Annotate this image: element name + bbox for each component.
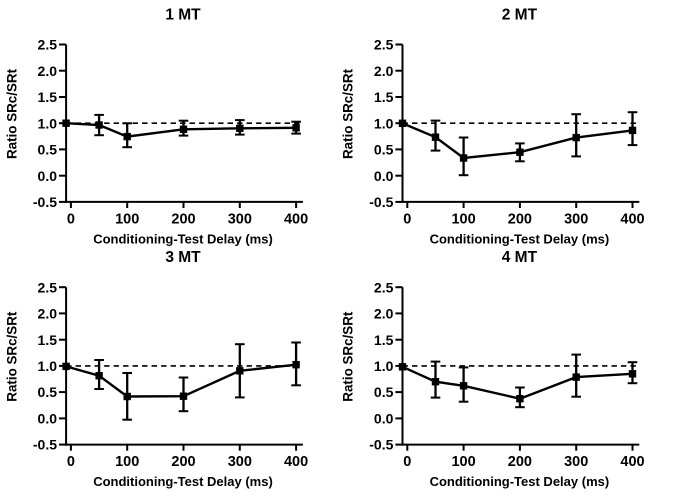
- svg-text:Conditioning-Test Delay (ms): Conditioning-Test Delay (ms): [430, 474, 610, 489]
- svg-text:1.0: 1.0: [374, 358, 394, 374]
- svg-text:2.0: 2.0: [38, 306, 58, 322]
- svg-text:100: 100: [115, 454, 139, 470]
- svg-text:1.5: 1.5: [374, 89, 394, 105]
- svg-text:1.0: 1.0: [374, 115, 394, 131]
- svg-text:-0.5: -0.5: [369, 194, 393, 210]
- svg-text:1.5: 1.5: [38, 89, 58, 105]
- svg-text:2.5: 2.5: [374, 37, 394, 53]
- svg-text:0.0: 0.0: [38, 411, 58, 427]
- svg-text:1.0: 1.0: [38, 358, 58, 374]
- svg-text:2.5: 2.5: [374, 279, 394, 295]
- svg-text:0.5: 0.5: [374, 384, 394, 400]
- svg-text:2 MT: 2 MT: [502, 6, 538, 23]
- svg-text:300: 300: [564, 454, 588, 470]
- svg-text:Conditioning-Test Delay (ms): Conditioning-Test Delay (ms): [430, 231, 610, 246]
- svg-text:1.0: 1.0: [38, 115, 58, 131]
- svg-text:Ratio SRc/SRt: Ratio SRc/SRt: [4, 68, 19, 159]
- svg-text:300: 300: [228, 211, 252, 227]
- svg-text:4 MT: 4 MT: [502, 249, 538, 266]
- svg-text:0.5: 0.5: [38, 384, 58, 400]
- svg-text:1.5: 1.5: [38, 332, 58, 348]
- svg-text:400: 400: [620, 454, 644, 470]
- svg-text:3 MT: 3 MT: [165, 249, 201, 266]
- svg-text:200: 200: [171, 454, 195, 470]
- svg-text:0.0: 0.0: [38, 168, 58, 184]
- svg-text:Ratio SRc/SRt: Ratio SRc/SRt: [4, 311, 19, 402]
- svg-text:Ratio SRc/SRt: Ratio SRc/SRt: [341, 68, 356, 159]
- svg-text:0: 0: [403, 454, 411, 470]
- svg-text:2.5: 2.5: [38, 37, 58, 53]
- svg-text:400: 400: [284, 211, 308, 227]
- svg-text:0.0: 0.0: [374, 168, 394, 184]
- svg-text:0.5: 0.5: [374, 142, 394, 158]
- svg-text:-0.5: -0.5: [33, 437, 57, 453]
- svg-text:300: 300: [564, 211, 588, 227]
- svg-text:400: 400: [284, 454, 308, 470]
- svg-text:1 MT: 1 MT: [165, 6, 201, 23]
- svg-text:200: 200: [171, 211, 195, 227]
- svg-text:0: 0: [67, 454, 75, 470]
- svg-text:0.5: 0.5: [38, 142, 58, 158]
- svg-text:0: 0: [403, 211, 411, 227]
- svg-text:100: 100: [451, 454, 475, 470]
- svg-text:-0.5: -0.5: [369, 437, 393, 453]
- svg-text:Conditioning-Test Delay (ms): Conditioning-Test Delay (ms): [93, 231, 273, 246]
- svg-text:1.5: 1.5: [374, 332, 394, 348]
- svg-text:2.0: 2.0: [374, 63, 394, 79]
- svg-text:300: 300: [228, 454, 252, 470]
- svg-text:200: 200: [508, 211, 532, 227]
- svg-text:2.5: 2.5: [38, 279, 58, 295]
- svg-text:0: 0: [67, 211, 75, 227]
- svg-text:2.0: 2.0: [374, 306, 394, 322]
- svg-text:0.0: 0.0: [374, 411, 394, 427]
- svg-text:Ratio SRc/SRt: Ratio SRc/SRt: [341, 311, 356, 402]
- svg-text:-0.5: -0.5: [33, 194, 57, 210]
- svg-text:Conditioning-Test Delay (ms): Conditioning-Test Delay (ms): [93, 474, 273, 489]
- svg-text:100: 100: [115, 211, 139, 227]
- svg-text:100: 100: [451, 211, 475, 227]
- svg-text:400: 400: [620, 211, 644, 227]
- svg-text:200: 200: [508, 454, 532, 470]
- svg-text:2.0: 2.0: [38, 63, 58, 79]
